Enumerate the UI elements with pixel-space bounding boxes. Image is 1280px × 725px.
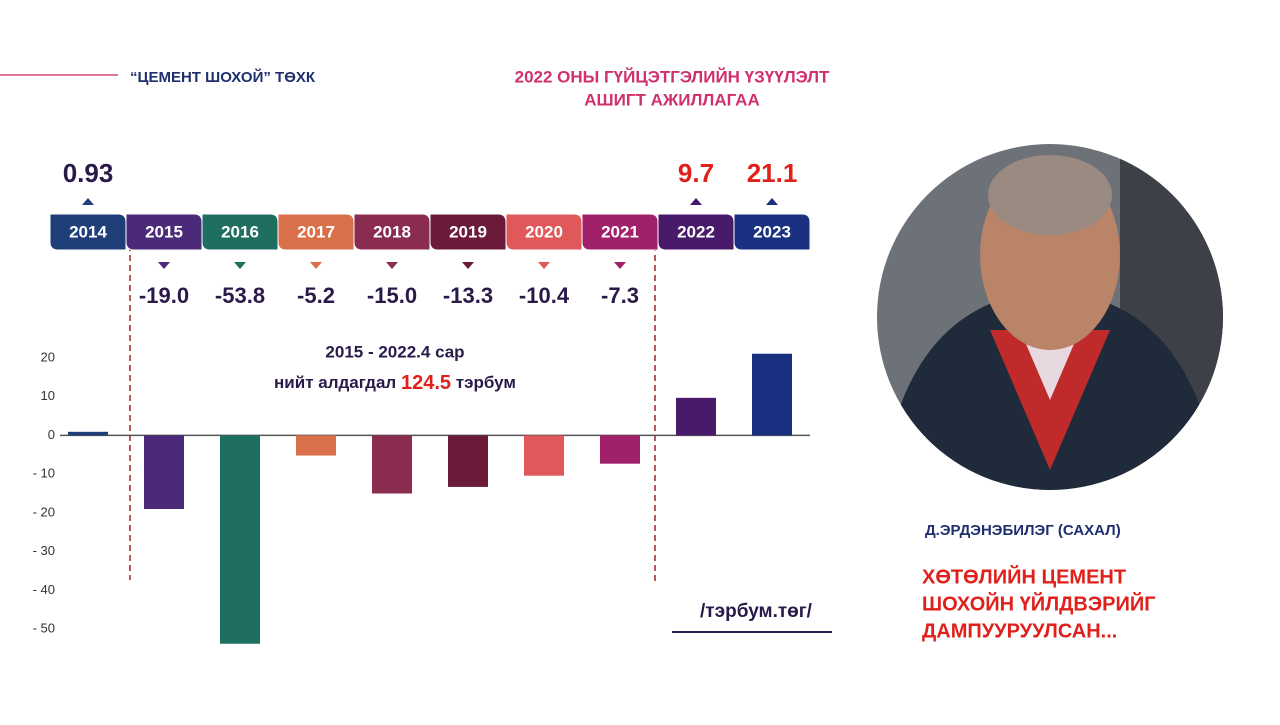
value-label: -7.3 [601, 283, 639, 308]
bar [68, 431, 108, 436]
person-name: Д.ЭРДЭНЭБИЛЭГ (САХАЛ) [925, 522, 1121, 539]
chart-title: 2022 ОНЫ ГҮЙЦЭТГЭЛИЙН ҮЗҮҮЛЭЛТ [515, 67, 830, 86]
portrait [877, 144, 1223, 490]
bar [448, 435, 488, 487]
y-tick-label: 20 [41, 349, 55, 364]
year-label: 2016 [221, 222, 259, 241]
year-label: 2017 [297, 222, 335, 241]
year-tab [49, 213, 127, 251]
year-tab [733, 213, 811, 251]
value-label: -5.2 [297, 283, 335, 308]
annotation: 2015 - 2022.4 сар [325, 342, 464, 361]
y-tick-label: - 30 [33, 543, 55, 558]
y-tick-label: - 50 [33, 620, 55, 635]
pointer [310, 262, 322, 269]
y-tick-label: - 40 [33, 582, 55, 597]
pointer [234, 262, 246, 269]
year-label: 2015 [145, 222, 183, 241]
year-tab [277, 213, 355, 251]
y-tick-label: - 20 [33, 504, 55, 519]
bar [144, 435, 184, 509]
year-tab [201, 213, 279, 251]
year-label: 2014 [69, 222, 107, 241]
pointer [538, 262, 550, 269]
annotation-text: тэрбум [456, 373, 516, 392]
year-label: 2021 [601, 222, 639, 241]
year-tab [581, 213, 659, 251]
value-label: -13.3 [443, 283, 493, 308]
person-caption: ДАМПУУРУУЛСАН... [922, 620, 1117, 642]
year-tab [353, 213, 431, 251]
year-tab [505, 213, 583, 251]
year-tab [657, 213, 735, 251]
value-label: -19.0 [139, 283, 189, 308]
year-label: 2022 [677, 222, 715, 241]
unit-label: /тэрбум.төг/ [700, 601, 813, 622]
value-label: 0.93 [63, 158, 114, 188]
value-label: -53.8 [215, 283, 265, 308]
bar [524, 435, 564, 476]
year-label: 2018 [373, 222, 411, 241]
year-label: 2023 [753, 222, 791, 241]
y-tick-label: - 10 [33, 466, 55, 481]
value-label: 9.7 [678, 158, 714, 188]
pointer [690, 198, 702, 205]
value-label: -10.4 [519, 283, 570, 308]
annotation-highlight: 124.5 [401, 372, 451, 394]
pointer [82, 198, 94, 205]
pointer [386, 262, 398, 269]
person-caption: ШОХОЙН ҮЙЛДВЭРИЙГ [922, 591, 1156, 615]
person-caption: ХӨТӨЛИЙН ЦЕМЕНТ [922, 564, 1126, 588]
value-label: 21.1 [747, 158, 798, 188]
year-label: 2020 [525, 222, 563, 241]
bar [676, 397, 716, 436]
value-label: -15.0 [367, 283, 417, 308]
pointer [462, 262, 474, 269]
year-label: 2019 [449, 222, 487, 241]
year-tab [125, 213, 203, 251]
bar [600, 435, 640, 464]
bar [752, 353, 792, 436]
year-tab [429, 213, 507, 251]
annotation: нийт алдагдал 124.5 тэрбум [274, 372, 516, 394]
company-name: “ЦЕМЕНТ ШОХОЙ” ТӨХК [130, 68, 316, 86]
y-tick-label: 0 [48, 427, 55, 442]
pointer [158, 262, 170, 269]
bar [220, 435, 260, 644]
bar [372, 435, 412, 494]
bar [296, 435, 336, 456]
pointer [614, 262, 626, 269]
annotation-text: нийт алдагдал [274, 373, 396, 392]
y-tick-label: 10 [41, 388, 55, 403]
pointer [766, 198, 778, 205]
chart-title: АШИГТ АЖИЛЛАГАА [584, 90, 759, 109]
